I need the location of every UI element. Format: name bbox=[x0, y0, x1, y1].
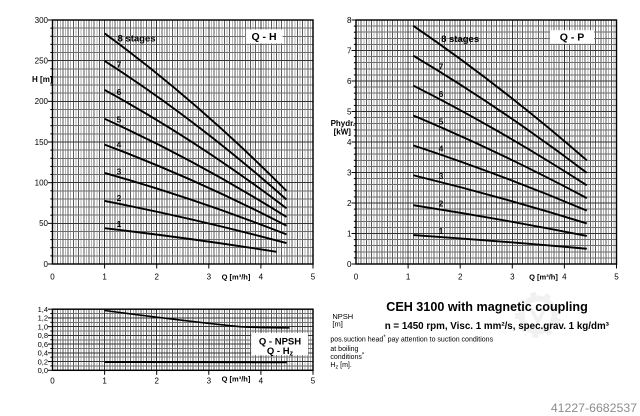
svg-text:5: 5 bbox=[311, 377, 316, 386]
svg-text:5: 5 bbox=[117, 115, 122, 125]
svg-text:0,4: 0,4 bbox=[38, 349, 48, 358]
svg-text:200: 200 bbox=[35, 97, 49, 106]
svg-text:Phydr.: Phydr. bbox=[331, 119, 355, 128]
svg-text:1: 1 bbox=[406, 273, 411, 282]
svg-text:Q [m³/h]: Q [m³/h] bbox=[222, 375, 251, 384]
svg-text:5: 5 bbox=[311, 273, 316, 282]
svg-text:5: 5 bbox=[439, 116, 444, 126]
svg-text:1: 1 bbox=[117, 219, 122, 229]
svg-text:3: 3 bbox=[510, 273, 515, 282]
svg-text:2: 2 bbox=[347, 199, 352, 208]
svg-text:0,6: 0,6 bbox=[38, 340, 48, 349]
svg-text:4: 4 bbox=[259, 377, 264, 386]
svg-text:0,8: 0,8 bbox=[38, 331, 48, 340]
svg-text:100: 100 bbox=[35, 178, 49, 187]
svg-text:Hz [m].: Hz [m]. bbox=[330, 362, 351, 371]
svg-text:8 stages: 8 stages bbox=[118, 34, 156, 45]
svg-text:3: 3 bbox=[347, 168, 352, 177]
svg-text:3: 3 bbox=[207, 273, 212, 282]
svg-text:Q - H: Q - H bbox=[251, 31, 276, 43]
svg-text:at boiling: at boiling bbox=[330, 346, 358, 353]
svg-text:7: 7 bbox=[117, 60, 122, 70]
svg-text:6: 6 bbox=[439, 89, 444, 99]
svg-text:4: 4 bbox=[439, 144, 444, 154]
svg-text:2: 2 bbox=[458, 273, 463, 282]
svg-text:7: 7 bbox=[347, 46, 352, 55]
svg-text:4: 4 bbox=[259, 273, 264, 282]
svg-text:0,0: 0,0 bbox=[38, 366, 48, 375]
svg-text:2: 2 bbox=[439, 198, 444, 208]
svg-text:[kW]: [kW] bbox=[334, 127, 352, 136]
svg-text:300: 300 bbox=[35, 16, 49, 25]
svg-text:[m]: [m] bbox=[332, 320, 342, 329]
svg-text:8 stages: 8 stages bbox=[441, 34, 479, 45]
svg-text:50: 50 bbox=[39, 219, 48, 228]
svg-text:CEH 3100 with magnetic couplin: CEH 3100 with magnetic coupling bbox=[386, 300, 588, 314]
svg-text:3: 3 bbox=[207, 377, 212, 386]
svg-text:0: 0 bbox=[50, 273, 55, 282]
svg-text:3: 3 bbox=[117, 166, 122, 176]
svg-text:150: 150 bbox=[35, 138, 49, 147]
svg-text:pos.suction head* pay attentio: pos.suction head* pay attention to sucti… bbox=[330, 335, 493, 344]
svg-text:250: 250 bbox=[35, 56, 49, 65]
svg-text:4: 4 bbox=[562, 273, 567, 282]
svg-text:conditions*: conditions* bbox=[330, 352, 365, 361]
svg-text:0: 0 bbox=[44, 260, 49, 269]
svg-text:5: 5 bbox=[614, 273, 619, 282]
svg-text:6: 6 bbox=[347, 77, 352, 86]
svg-text:1: 1 bbox=[102, 377, 107, 386]
svg-text:2: 2 bbox=[154, 377, 159, 386]
svg-text:1: 1 bbox=[347, 229, 352, 238]
svg-text:Q - Hz: Q - Hz bbox=[267, 346, 294, 358]
svg-text:Q [m³/h]: Q [m³/h] bbox=[222, 273, 251, 282]
svg-text:H [m]: H [m] bbox=[32, 75, 53, 84]
svg-text:0: 0 bbox=[354, 273, 359, 282]
svg-text:1,2: 1,2 bbox=[38, 314, 48, 323]
svg-text:5: 5 bbox=[347, 107, 352, 116]
svg-text:7: 7 bbox=[439, 61, 444, 71]
svg-text:0: 0 bbox=[347, 260, 352, 269]
svg-text:0: 0 bbox=[50, 377, 55, 386]
svg-text:2: 2 bbox=[154, 273, 159, 282]
svg-text:3: 3 bbox=[439, 171, 444, 181]
svg-text:0,2: 0,2 bbox=[38, 357, 48, 366]
svg-text:4: 4 bbox=[117, 139, 122, 149]
svg-text:n = 1450 rpm, Visc. 1 mm²/s,: n = 1450 rpm, Visc. 1 mm²/s, spec.grav. … bbox=[385, 321, 610, 332]
svg-text:Q [m³/h]: Q [m³/h] bbox=[529, 273, 558, 282]
svg-text:1: 1 bbox=[102, 273, 107, 282]
svg-text:1,4: 1,4 bbox=[38, 305, 48, 314]
svg-text:41227-6682537: 41227-6682537 bbox=[551, 401, 637, 415]
svg-text:Q - NPSH: Q - NPSH bbox=[259, 336, 301, 347]
svg-text:NPSH: NPSH bbox=[332, 312, 353, 321]
svg-text:4: 4 bbox=[347, 138, 352, 147]
svg-text:2: 2 bbox=[117, 193, 122, 203]
svg-text:Q - P: Q - P bbox=[560, 32, 585, 44]
svg-text:8: 8 bbox=[347, 16, 352, 25]
svg-text:6: 6 bbox=[117, 87, 122, 97]
svg-text:1: 1 bbox=[439, 226, 444, 236]
svg-text:1,0: 1,0 bbox=[38, 322, 48, 331]
